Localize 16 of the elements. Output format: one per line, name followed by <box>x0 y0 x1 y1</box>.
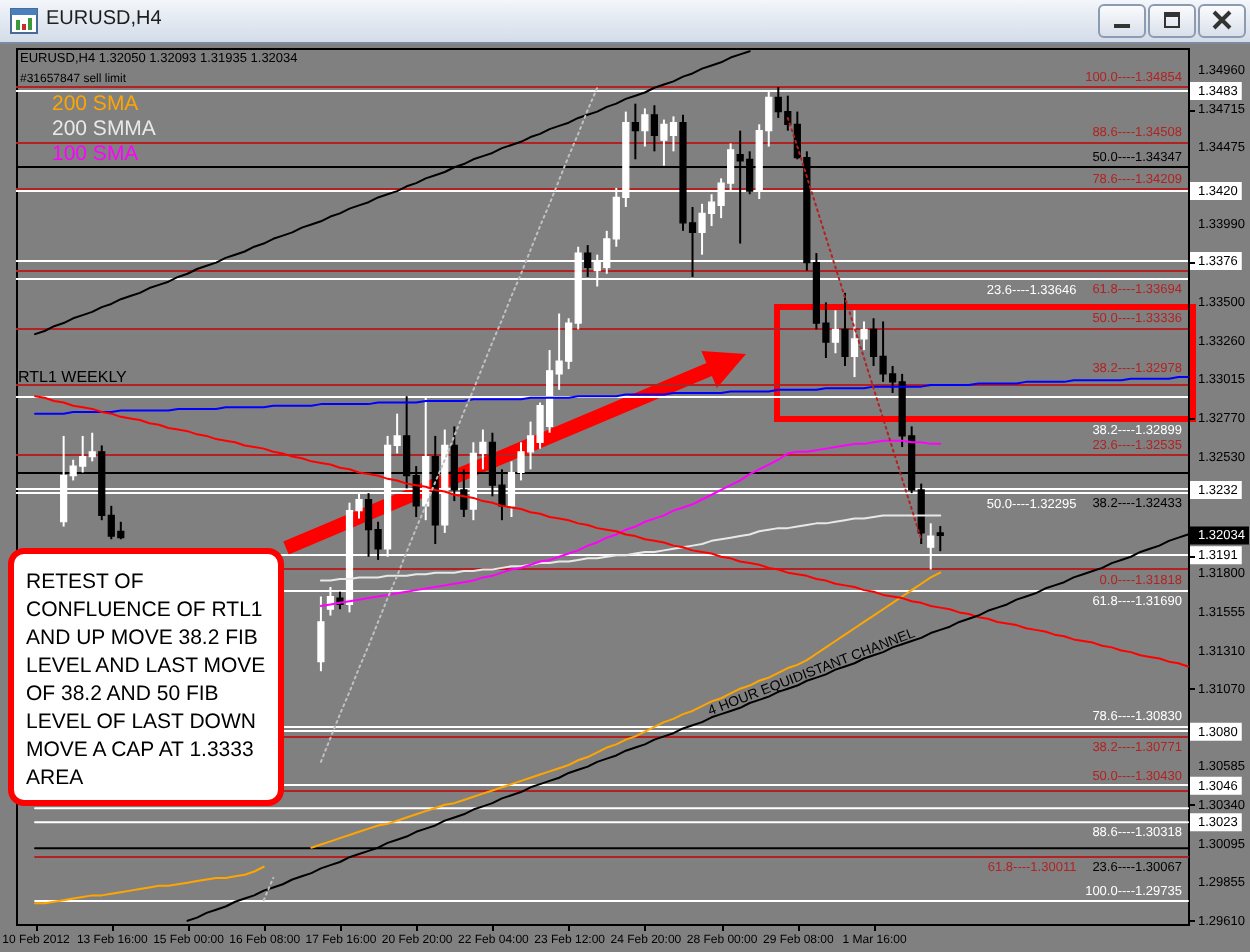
candlestick <box>641 107 649 148</box>
chart-title: EURUSD,H4 <box>46 8 162 30</box>
candlestick <box>631 102 639 161</box>
candlestick <box>317 595 325 673</box>
candlestick <box>936 525 944 553</box>
line-series <box>319 439 942 608</box>
text: 200 SMA <box>52 92 139 116</box>
text: 200 SMMA <box>52 117 156 141</box>
candlestick <box>584 244 592 278</box>
text: 100 SMA <box>52 142 139 166</box>
candlestick <box>650 104 659 153</box>
candlestick <box>831 309 840 355</box>
candlestick <box>841 291 849 367</box>
annotation: RETEST OF CONFLUENCE OF RTL1 AND UP MOVE 38.2 FIB LEVEL AND LAST MOVE OF 38.2 AND 50 FIB LEVEL OF LAST DOWN MOVE A CAP AT 1.3333 AREA <box>26 568 268 792</box>
annotation: RTL1 WEEKLY <box>18 368 129 386</box>
callout-box: RETEST OF CONFLUENCE OF RTL1 AND UP MOVE 38.2 FIB LEVEL AND LAST MOVE OF 38.2 AND 50 FIB LEVEL OF LAST DOWN MOVE A CAP AT 1.3333 AREA <box>8 548 284 806</box>
